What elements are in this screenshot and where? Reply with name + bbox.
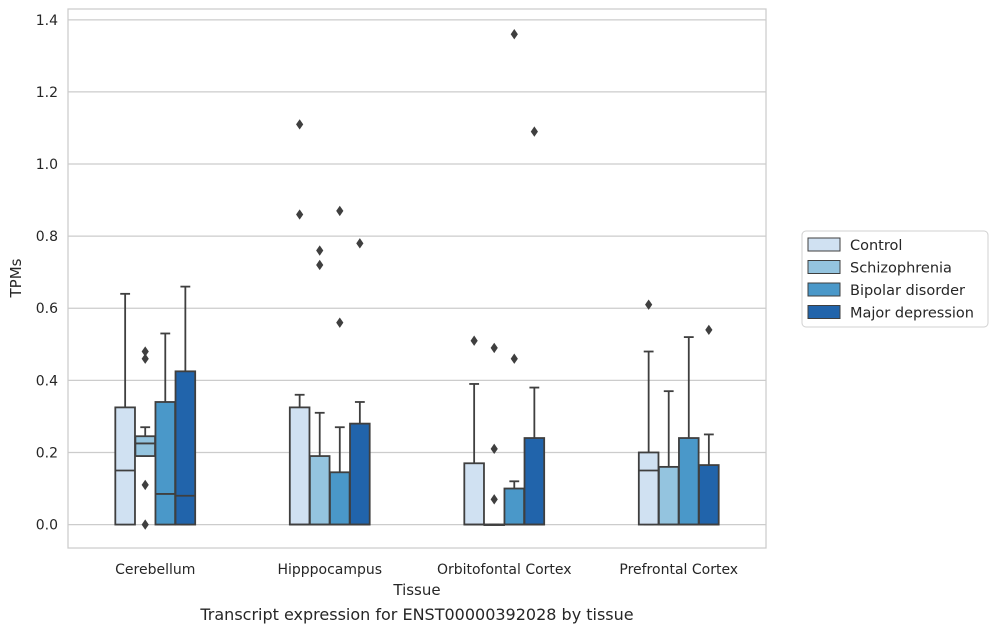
figure-caption: Transcript expression for ENST0000039202… — [200, 605, 634, 624]
outlier-point — [705, 324, 713, 336]
legend-label: Schizophrenia — [850, 261, 952, 277]
y-tick-label: 1.4 — [36, 13, 58, 29]
box-schizophrenia-0 — [134, 346, 156, 530]
x-tick-label: Prefrontal Cortex — [619, 562, 738, 578]
x-tick-labels: Cerebellum Hipppocampus Orbitofontal Corte… — [115, 562, 738, 578]
box-rect — [698, 464, 720, 526]
box-rect — [329, 471, 351, 526]
box-rect — [678, 437, 700, 526]
outlier-point — [530, 126, 538, 137]
box-control-0 — [114, 292, 136, 526]
x-tick-label: Hipppocampus — [277, 562, 382, 578]
box-bipolar-disorder-3 — [678, 336, 700, 526]
box-rect — [288, 406, 311, 526]
y-tick-label: 0.0 — [36, 518, 58, 534]
box-rect — [349, 422, 371, 526]
box-rect — [463, 462, 485, 526]
box-major-depression-2 — [523, 126, 546, 526]
box-control-2 — [463, 335, 485, 526]
legend-frame — [801, 230, 989, 328]
outlier-point — [470, 335, 478, 346]
box-rect — [637, 451, 660, 526]
y-tick-label: 0.6 — [36, 301, 58, 317]
outlier-point — [336, 317, 344, 328]
outlier-point — [510, 29, 518, 40]
outlier-point — [490, 494, 498, 505]
plot-frame — [67, 8, 767, 549]
box-rect — [134, 435, 156, 457]
box-plot-boxes — [114, 29, 720, 530]
x-tick-label: Orbitofontal Cortex — [437, 562, 572, 578]
legend-label: Major depression — [850, 306, 974, 322]
outlier-point — [141, 346, 149, 357]
y-tick-label: 0.4 — [36, 373, 58, 389]
legend-label: Bipolar disorder — [850, 283, 965, 299]
box-schizophrenia-2 — [483, 342, 505, 526]
outlier-point — [490, 342, 498, 354]
outlier-point — [645, 299, 653, 310]
box-bipolar-disorder-1 — [329, 205, 351, 526]
legend-swatch — [807, 260, 841, 274]
box-schizophrenia-1 — [308, 245, 331, 526]
y-tick-label: 1.2 — [36, 85, 58, 101]
legend-label: Control — [850, 238, 902, 254]
y-tick-label: 0.8 — [36, 229, 58, 245]
legend-swatch — [807, 305, 841, 319]
outlier-point — [141, 479, 149, 491]
y-axis-label: TPMs — [7, 258, 25, 298]
box-rect — [308, 455, 331, 526]
outlier-point — [296, 209, 304, 220]
box-rect — [657, 465, 680, 526]
legend-swatch — [807, 282, 841, 297]
box-schizophrenia-3 — [657, 390, 680, 526]
box-bipolar-disorder-0 — [154, 332, 177, 526]
x-axis-label: Tissue — [392, 581, 440, 599]
box-major-depression-0 — [174, 285, 197, 526]
box-major-depression-1 — [349, 238, 371, 526]
x-tick-label: Cerebellum — [115, 562, 195, 578]
outlier-point — [316, 259, 324, 271]
legend: Control Schizophrenia Bipolar disorder Majo… — [801, 230, 989, 328]
outlier-point — [296, 119, 304, 130]
outlier-point — [141, 519, 149, 530]
box-rect — [154, 401, 177, 526]
box-control-1 — [288, 119, 311, 526]
outlier-point — [356, 238, 364, 249]
outlier-point — [141, 353, 149, 364]
legend-swatch — [807, 237, 841, 252]
box-rect — [114, 406, 136, 526]
box-rect — [523, 437, 546, 526]
y-tick-label: 1.0 — [36, 157, 58, 173]
box-major-depression-3 — [698, 324, 720, 526]
box-bipolar-disorder-2 — [503, 29, 526, 526]
outlier-point — [316, 245, 324, 256]
outlier-point — [510, 353, 518, 364]
y-tick-label: 0.2 — [36, 445, 58, 461]
y-tick-labels: 0.0 0.2 0.4 0.6 0.8 1.0 1.2 1.4 — [36, 13, 58, 534]
box-rect — [174, 370, 197, 526]
outlier-point — [336, 205, 344, 217]
outlier-point — [490, 443, 498, 455]
box-rect — [503, 487, 526, 526]
box-control-3 — [637, 299, 660, 526]
